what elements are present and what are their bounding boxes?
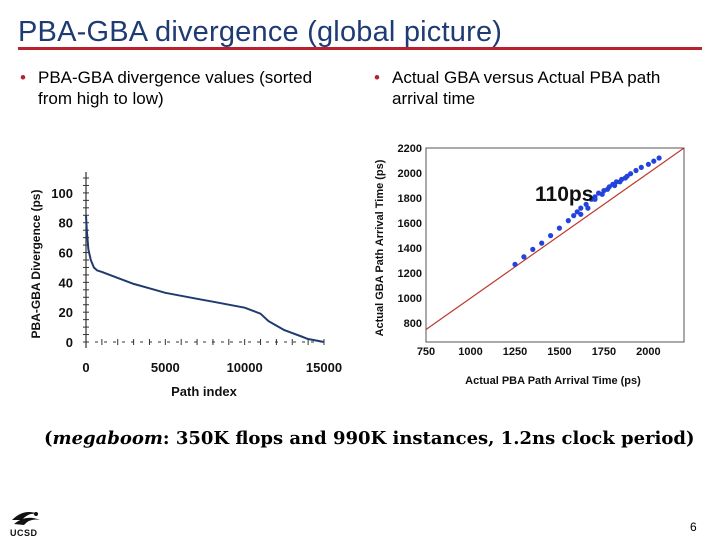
scatter-point: [530, 246, 536, 252]
scatter-y-tick-label: 1800: [398, 193, 422, 205]
scatter-point: [612, 182, 618, 189]
scatter-x-tick-label: 1250: [503, 346, 527, 358]
scatter-y-tick-label: 800: [404, 318, 422, 330]
divergence-x-tick-label: 5000: [151, 360, 180, 375]
divergence-chart-series: [85, 215, 325, 343]
scatter-y-tick-label: 1000: [398, 293, 422, 305]
divergence-chart-axes: [83, 172, 325, 348]
divergence-y-axis-label: PBA-GBA Divergence (ps): [29, 190, 43, 339]
scatter-point: [604, 186, 611, 192]
scatter-point: [556, 225, 563, 231]
scatter-point: [571, 213, 577, 219]
bullet-marker-right: •: [374, 68, 380, 87]
scatter-x-axis-label: Actual PBA Path Arrival Time (ps): [465, 375, 641, 387]
scatter-reference-diagonal: [425, 147, 685, 330]
scatter-point: [638, 164, 644, 170]
divergence-series-line: [85, 215, 325, 343]
divergence-x-tick-label: 0: [82, 360, 89, 375]
scatter-y-axis-label: Actual GBA Path Arrival Time (ps): [374, 159, 386, 336]
bullet-right: • Actual GBA versus Actual PBA path arri…: [374, 67, 694, 109]
scatter-point: [622, 175, 628, 181]
scatter-point: [592, 196, 598, 202]
scatter-point: [599, 191, 605, 197]
scatter-point: [628, 171, 634, 177]
bullet-right-text: Actual GBA versus Actual PBA path arriva…: [392, 68, 661, 108]
caption-design-name: megaboom: [52, 428, 163, 449]
scatter-point: [539, 240, 545, 246]
scatter-y-tick-label: 1400: [398, 243, 422, 255]
scatter-y-tick-label: 1200: [398, 268, 422, 280]
scatter-points: [512, 155, 662, 267]
divergence-chart-ticks: 0 20 40 60 80 100 0 5000 10000 15000: [51, 186, 342, 375]
bullet-left-text: PBA-GBA divergence values (sorted from h…: [38, 68, 313, 108]
divergence-y-tick-label: 20: [59, 305, 73, 320]
scatter-x-tick-label: 1750: [592, 346, 616, 358]
scatter-ticks: 800 1000 1200 1400 1600 1800 2000 2200 750 1000 12…: [398, 143, 661, 358]
divergence-x-tick-label: 15000: [306, 360, 342, 375]
scatter-x-tick-label: 1000: [458, 346, 482, 358]
bullet-left: • PBA-GBA divergence values (sorted from…: [20, 67, 340, 109]
scatter-point: [578, 211, 584, 217]
ucsd-logo-text: UCSD: [10, 528, 38, 538]
divergence-y-tick-label: 0: [66, 335, 73, 350]
page-number: 6: [690, 520, 697, 534]
divergence-x-axis-label: Path index: [171, 384, 238, 399]
scatter-annotation: 110ps: [535, 183, 593, 206]
scatter-point: [578, 205, 584, 211]
scatter-point: [512, 261, 518, 267]
scatter-point: [633, 167, 639, 174]
scatter-y-tick-label: 2000: [398, 168, 422, 180]
scatter-point: [656, 155, 662, 161]
bullet-marker-left: •: [20, 68, 26, 87]
caption-open: (: [44, 428, 53, 449]
scatter-frame: [425, 147, 685, 343]
slide-title: PBA-GBA divergence (global picture): [18, 16, 503, 48]
scatter-reference-line: [425, 147, 685, 330]
divergence-y-tick-label: 60: [59, 246, 73, 261]
divergence-x-tick-label: 10000: [227, 360, 263, 375]
scatter-point: [617, 179, 623, 185]
scatter-plot-area: [425, 147, 685, 343]
scatter-point: [565, 218, 571, 224]
divergence-y-tick-label: 100: [51, 186, 73, 201]
caption: (megaboom: 350K flops and 990K instances…: [44, 428, 704, 449]
scatter-point: [548, 233, 554, 239]
scatter-point: [521, 254, 527, 260]
scatter-x-tick-label: 1500: [547, 346, 571, 358]
scatter-x-tick-label: 750: [417, 346, 435, 358]
scatter-y-tick-label: 2200: [398, 143, 422, 155]
caption-details: : 350K flops and 990K instances, 1.2ns c…: [162, 428, 695, 449]
scatter-point: [645, 161, 652, 167]
scatter-point: [585, 205, 591, 211]
scatter-y-tick-label: 1600: [398, 218, 422, 230]
divergence-y-tick-label: 40: [59, 275, 73, 290]
divergence-y-tick-label: 80: [59, 216, 73, 231]
title-underline: [18, 47, 702, 50]
scatter-x-tick-label: 2000: [636, 346, 660, 358]
scatter-point: [651, 158, 657, 164]
